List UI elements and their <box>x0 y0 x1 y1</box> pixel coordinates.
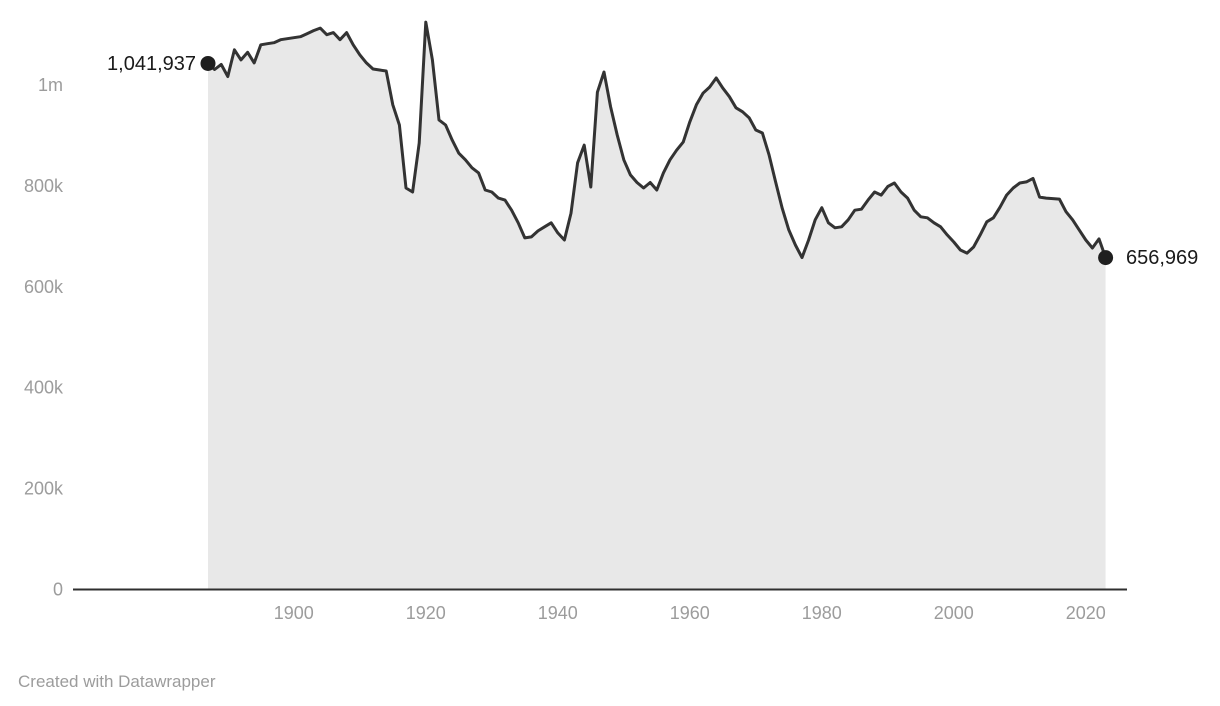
y-tick-label: 600k <box>24 277 64 297</box>
start-point-marker <box>200 55 216 71</box>
y-tick-label: 1m <box>38 75 63 95</box>
area-fill <box>208 22 1106 590</box>
trend-line <box>206 20 1108 260</box>
y-tick-label: 0 <box>53 580 63 600</box>
end-value-label: 656,969 <box>1126 247 1198 269</box>
datawrapper-attribution-link[interactable]: Created with Datawrapper <box>18 672 216 691</box>
x-tick-label: 1920 <box>406 603 446 623</box>
x-axis-tick-labels: 1900 1920 1940 1960 1980 2000 2020 <box>274 603 1106 623</box>
start-value-label: 1,041,937 <box>107 53 196 75</box>
x-tick-label: 1980 <box>802 603 842 623</box>
y-tick-label: 800k <box>24 176 64 196</box>
x-tick-label: 2020 <box>1066 603 1106 623</box>
x-tick-label: 1960 <box>670 603 710 623</box>
y-tick-label: 200k <box>24 479 64 499</box>
x-tick-label: 1940 <box>538 603 578 623</box>
x-tick-label: 1900 <box>274 603 314 623</box>
x-tick-label: 2000 <box>934 603 974 623</box>
end-point-marker <box>1098 250 1114 266</box>
y-tick-label: 400k <box>24 378 64 398</box>
y-axis-tick-labels: 0 200k 400k 600k 800k 1m <box>24 75 64 599</box>
